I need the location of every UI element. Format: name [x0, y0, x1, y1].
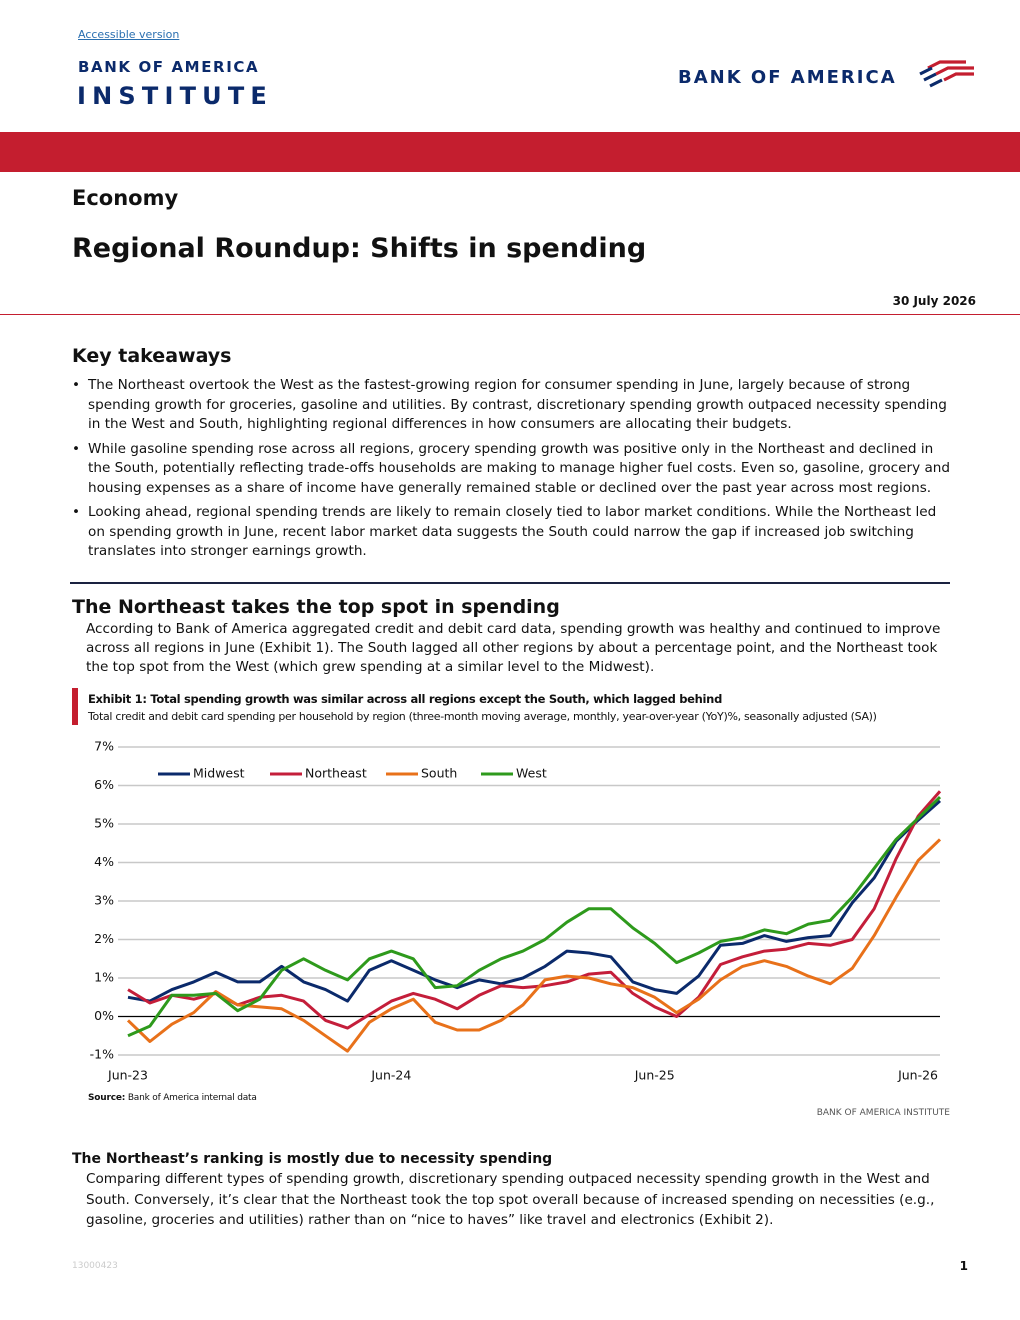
- subheading: The Northeast’s ranking is mostly due to…: [72, 1151, 553, 1167]
- y-tick-label: 2%: [94, 931, 114, 946]
- takeaways-heading: Key takeaways: [72, 345, 232, 367]
- takeaway: Looking ahead, regional spending trends …: [72, 503, 952, 562]
- chart: -1% 0% 1% 2% 3% 4% 5% 6% 7% Jun-23 Jun-24 Jun-25 Jun…: [90, 739, 942, 1083]
- legend-label: West: [516, 766, 547, 781]
- category: Economy: [72, 186, 179, 210]
- title: Regional Roundup: Shifts in spending: [72, 233, 647, 264]
- page-number: 1: [959, 1259, 968, 1273]
- x-tick-label: Jun-25: [634, 1068, 675, 1083]
- legend-label: Northeast: [305, 766, 367, 781]
- divider: [0, 314, 1020, 315]
- chart-title: Exhibit 1: Total spending growth was sim…: [88, 692, 722, 706]
- y-tick-label: 5%: [94, 816, 114, 831]
- logo-top: BANK OF AMERICA: [78, 58, 260, 76]
- doc-id: 13000423: [72, 1261, 118, 1271]
- takeaways: The Northeast overtook the West as the f…: [72, 376, 952, 567]
- line-series: [126, 838, 942, 1053]
- y-tick-label: 0%: [94, 1008, 114, 1023]
- y-tick-label: 1%: [94, 970, 114, 985]
- legend-label: Midwest: [193, 766, 245, 781]
- accessible-link[interactable]: Accessible version: [78, 28, 180, 41]
- takeaway: The Northeast overtook the West as the f…: [72, 376, 952, 435]
- chart-subtitle: Total credit and debit card spending per…: [88, 710, 877, 723]
- y-tick-label: -1%: [90, 1047, 114, 1062]
- date: 30 July 2026: [892, 294, 976, 308]
- logo-bottom: INSTITUTE: [77, 82, 274, 110]
- x-tick-label: Jun-23: [107, 1068, 148, 1083]
- line-series: [127, 790, 942, 1030]
- y-tick-label: 3%: [94, 893, 114, 908]
- source: Source: Bank of America internal data: [88, 1093, 257, 1103]
- source-label: Source:: [88, 1093, 126, 1103]
- exhibit-marker: [72, 688, 78, 725]
- x-tick-label: Jun-26: [897, 1068, 938, 1083]
- brand: BANK OF AMERICA: [678, 67, 897, 88]
- y-tick-label: 4%: [94, 854, 114, 869]
- credit: BANK OF AMERICA INSTITUTE: [816, 1108, 950, 1118]
- y-tick-label: 6%: [94, 777, 114, 792]
- source-text: Bank of America internal data: [127, 1093, 257, 1103]
- x-tick-label: Jun-24: [370, 1068, 411, 1083]
- line-series: [127, 796, 942, 1038]
- red-band: [0, 132, 1020, 172]
- line-series: [127, 799, 941, 1003]
- takeaway: While gasoline spending rose across all …: [72, 440, 952, 499]
- divider: [70, 582, 950, 584]
- section-heading: The Northeast takes the top spot in spen…: [72, 596, 560, 618]
- paragraph: According to Bank of America aggregated …: [86, 621, 941, 675]
- legend-label: South: [421, 766, 457, 781]
- brand-flag: [919, 60, 974, 88]
- paragraph: Comparing different types of spending gr…: [86, 1171, 935, 1228]
- y-tick-label: 7%: [94, 739, 114, 754]
